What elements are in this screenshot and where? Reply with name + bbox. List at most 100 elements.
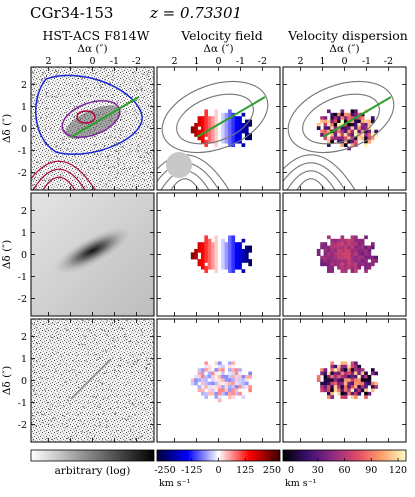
map-pixel — [231, 388, 236, 393]
map-pixel — [207, 265, 212, 270]
map-pixel — [370, 116, 375, 120]
map-pixel — [234, 122, 239, 127]
map-pixel — [367, 374, 372, 379]
map-pixel — [360, 374, 365, 379]
map-pixel — [211, 391, 215, 396]
map-pixel — [340, 395, 345, 399]
map-pixel — [228, 361, 232, 366]
map-pixel — [364, 133, 368, 137]
map-pixel — [337, 368, 341, 372]
y-tick-label: 0 — [21, 250, 27, 261]
map-pixel — [217, 395, 222, 399]
map-pixel — [374, 259, 379, 263]
map-pixel — [320, 242, 324, 246]
map-pixel — [228, 136, 232, 141]
map-pixel — [347, 255, 351, 260]
map-pixel — [337, 248, 341, 253]
map-pixel — [224, 391, 229, 396]
map-pixel — [224, 388, 229, 393]
map-pixel — [200, 378, 205, 383]
map-pixel — [241, 112, 246, 117]
map-pixel — [214, 248, 219, 253]
map-pixel — [211, 265, 215, 270]
map-pixel — [367, 265, 372, 270]
map-pixel — [238, 391, 242, 396]
map-pixel — [207, 116, 212, 120]
column-title-hst: HST-ACS F814W — [42, 28, 150, 43]
map-pixel — [337, 139, 341, 144]
x-tick-label: 1 — [68, 56, 74, 67]
map-pixel — [360, 259, 365, 263]
map-pixel — [323, 371, 328, 376]
map-pixel — [214, 371, 219, 376]
map-pixel — [217, 381, 222, 386]
map-pixel — [234, 139, 239, 144]
map-pixel — [244, 248, 249, 253]
map-pixel — [244, 126, 249, 131]
map-pixel — [333, 364, 338, 369]
major-axis-line — [196, 96, 266, 138]
map-pixel — [374, 255, 379, 260]
map-pixel — [354, 388, 358, 393]
map-pixel — [333, 122, 338, 127]
map-pixel — [350, 391, 355, 396]
y-axis-label: Δδ (″) — [1, 366, 13, 395]
map-pixel — [364, 371, 368, 376]
map-pixel — [326, 252, 331, 257]
map-pixel — [330, 364, 335, 369]
map-pixel — [330, 255, 335, 260]
map-pixel — [364, 262, 368, 267]
map-pixel — [217, 109, 222, 114]
y-tick-label: 0 — [21, 376, 27, 387]
map-pixel — [204, 395, 209, 399]
map-pixel — [244, 245, 249, 250]
map-pixel — [221, 388, 225, 393]
x-axis-label: Δα (″) — [329, 43, 359, 55]
map-pixel — [231, 116, 236, 120]
map-pixel — [221, 364, 225, 369]
map-pixel — [340, 133, 345, 137]
map-pixel — [350, 252, 355, 257]
map-pixel — [354, 259, 358, 263]
map-pixel — [326, 122, 331, 127]
panel-residual-dispersion — [282, 318, 407, 443]
map-pixel — [367, 252, 372, 257]
map-pixel — [340, 364, 345, 369]
x-tick-label: -2 — [132, 56, 141, 67]
map-pixel — [360, 126, 365, 131]
map-pixel — [217, 116, 222, 120]
map-pixel — [207, 119, 212, 124]
map-pixel — [207, 388, 212, 393]
map-pixel — [354, 238, 358, 243]
map-pixel — [364, 129, 368, 134]
map-pixel — [323, 242, 328, 246]
y-tick-label: -1 — [18, 146, 27, 157]
map-pixel — [340, 391, 345, 396]
map-pixel — [357, 122, 362, 127]
map-pixel — [340, 374, 345, 379]
map-pixel — [207, 259, 212, 263]
map-pixel — [357, 364, 362, 369]
map-pixel — [350, 248, 355, 253]
map-pixel — [347, 385, 351, 389]
map-pixel — [316, 378, 321, 383]
map-pixel — [217, 133, 222, 137]
map-pixel — [244, 252, 249, 257]
map-pixel — [241, 255, 246, 260]
map-pixel — [354, 139, 358, 144]
map-pixel — [211, 136, 215, 141]
map-pixel — [347, 368, 351, 372]
y-tick-label: 2 — [21, 80, 27, 91]
map-pixel — [326, 378, 331, 383]
map-pixel — [211, 248, 215, 253]
map-pixel — [337, 388, 341, 393]
y-axis-label: Δδ (″) — [1, 240, 13, 269]
noise-image — [31, 319, 154, 442]
column-title-velocity-field: Velocity field — [181, 28, 263, 43]
map-pixel — [207, 381, 212, 386]
map-pixel — [337, 391, 341, 396]
map-pixel — [333, 248, 338, 253]
map-pixel — [343, 381, 348, 386]
map-pixel — [214, 391, 219, 396]
map-pixel — [370, 385, 375, 389]
